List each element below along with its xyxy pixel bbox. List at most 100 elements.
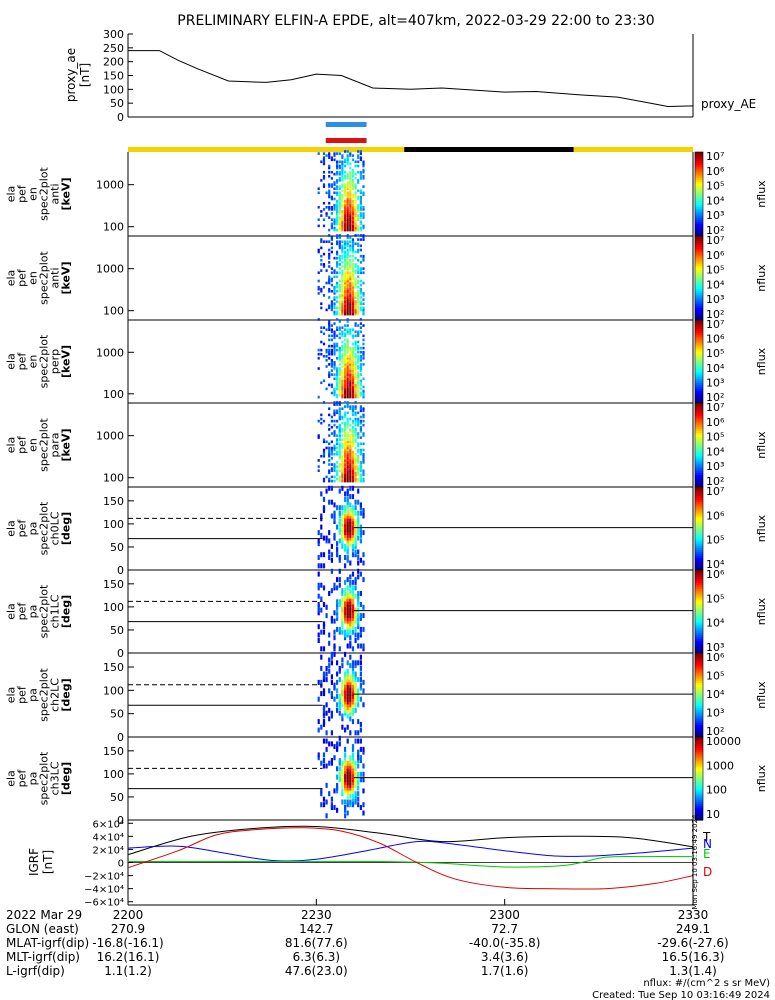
spectrogram-cell	[357, 421, 360, 425]
spectrogram-cell	[333, 181, 336, 184]
spectrogram-cell	[354, 177, 357, 180]
spectrogram-cell	[357, 267, 360, 270]
panel-ylabel-line: en	[27, 438, 40, 452]
spectrogram-cell	[344, 475, 347, 479]
colorbar-segment	[695, 509, 703, 513]
spectrogram-cell	[344, 513, 347, 519]
colorbar-segment	[695, 447, 703, 450]
colorbar-segment	[695, 194, 703, 197]
spectrogram-cell	[344, 290, 347, 293]
spectrogram-cell	[351, 212, 355, 215]
spectrogram-cell	[317, 348, 320, 352]
spectrogram-cell	[354, 421, 357, 425]
spectrogram-cell	[336, 401, 339, 404]
spectrogram-cell	[359, 696, 362, 702]
panel-ytick-label: 100	[103, 305, 124, 318]
spectrogram-cell	[357, 527, 360, 533]
spectrogram-cell	[317, 248, 320, 252]
panel-ylabel-line: ch0LC	[49, 511, 62, 545]
spectrogram-cell	[354, 417, 357, 421]
colorbar-title: nflux	[755, 764, 768, 792]
spectrogram-cell	[349, 228, 352, 232]
spectrogram-cell	[346, 546, 349, 552]
spectrogram-cell	[330, 352, 333, 356]
colorbar-tick-label: 100	[706, 784, 727, 797]
spectrogram-cell	[338, 320, 341, 323]
spectrogram-cell	[328, 183, 331, 186]
spectrogram-cell	[357, 459, 360, 462]
colorbar-segment	[695, 227, 703, 231]
spectrogram-cell	[328, 373, 331, 376]
spectrogram-cell	[354, 344, 357, 348]
spectrogram-cell	[330, 463, 333, 466]
spectrogram-cell	[349, 246, 352, 250]
spectrogram-cell	[354, 423, 357, 427]
spectrogram-cell	[336, 172, 339, 176]
spectrogram-cell	[359, 175, 362, 178]
colorbar-segment	[695, 336, 703, 340]
spectrogram-cell	[322, 677, 326, 683]
spectrogram-cell	[341, 379, 344, 383]
spectrogram-cell	[351, 208, 355, 211]
spectrogram-panel-ant: 1000100elapefenspec2plotanti[keV]10⁷10⁶1…	[5, 150, 769, 237]
spectrogram-cell	[349, 172, 352, 176]
spectrogram-cell	[328, 164, 331, 168]
colorbar-segment	[695, 189, 703, 193]
spectrogram-cell	[354, 615, 357, 621]
panel-ylabel-line: ela	[5, 520, 18, 537]
colorbar-segment	[695, 334, 703, 338]
spectrogram-cell	[346, 162, 349, 166]
spectrogram-cell	[357, 359, 360, 362]
spectrogram-cell	[354, 389, 357, 393]
spectrogram-cell	[320, 381, 323, 385]
colorbar-segment	[695, 382, 703, 385]
spectrogram-cell	[325, 488, 328, 494]
colorbar-segment	[695, 722, 703, 725]
colorbar-segment	[695, 630, 703, 633]
spectrogram-cell	[346, 607, 349, 613]
spectrogram-cell	[354, 738, 357, 744]
spectrogram-cell	[338, 267, 341, 270]
spectrogram-cell	[317, 287, 320, 291]
spectrogram-cell	[346, 234, 349, 237]
spectrogram-cell	[344, 438, 347, 441]
colorbar-segment	[695, 801, 703, 804]
spectrogram-cell	[346, 206, 349, 209]
colorbar-tick-label: 10³	[706, 460, 724, 473]
spectrogram-cell	[349, 780, 352, 786]
spectrogram-cell	[362, 471, 365, 475]
spectrogram-cell	[354, 730, 357, 736]
spectrogram-cell	[341, 693, 344, 699]
spectrogram-cell	[338, 699, 341, 705]
spectrogram-cell	[338, 304, 341, 308]
spectrogram-cell	[359, 228, 362, 232]
spectrogram-cell	[336, 411, 339, 415]
spectrogram-cell	[349, 457, 352, 460]
spectrogram-cell	[317, 696, 320, 702]
colorbar-segment	[695, 594, 703, 598]
spectrogram-cell	[359, 199, 362, 203]
spectrogram-cell	[336, 438, 339, 441]
spectrogram-cell	[341, 154, 344, 157]
colorbar-segment	[695, 703, 703, 707]
colorbar-title: nflux	[755, 347, 768, 375]
colorbar-segment	[695, 561, 703, 565]
colorbar-segment	[695, 204, 703, 208]
spectrogram-cell	[351, 242, 355, 246]
spectrogram-cell	[325, 671, 328, 677]
spectrogram-cell	[338, 218, 341, 221]
panel-ylabel-line: [deg]	[60, 678, 73, 711]
spectrogram-cell	[336, 379, 339, 383]
spectrogram-cell	[346, 383, 349, 387]
spectrogram-cell	[354, 702, 357, 708]
spectrogram-cell	[351, 168, 355, 172]
spectrogram-cell	[320, 179, 323, 182]
spectrogram-cell	[349, 705, 352, 711]
spectrogram-cell	[351, 298, 355, 301]
colorbar-segment	[695, 551, 703, 554]
spectrogram-cell	[362, 810, 365, 816]
spectrogram-cell	[344, 271, 347, 274]
spectrogram-cell	[344, 516, 347, 522]
